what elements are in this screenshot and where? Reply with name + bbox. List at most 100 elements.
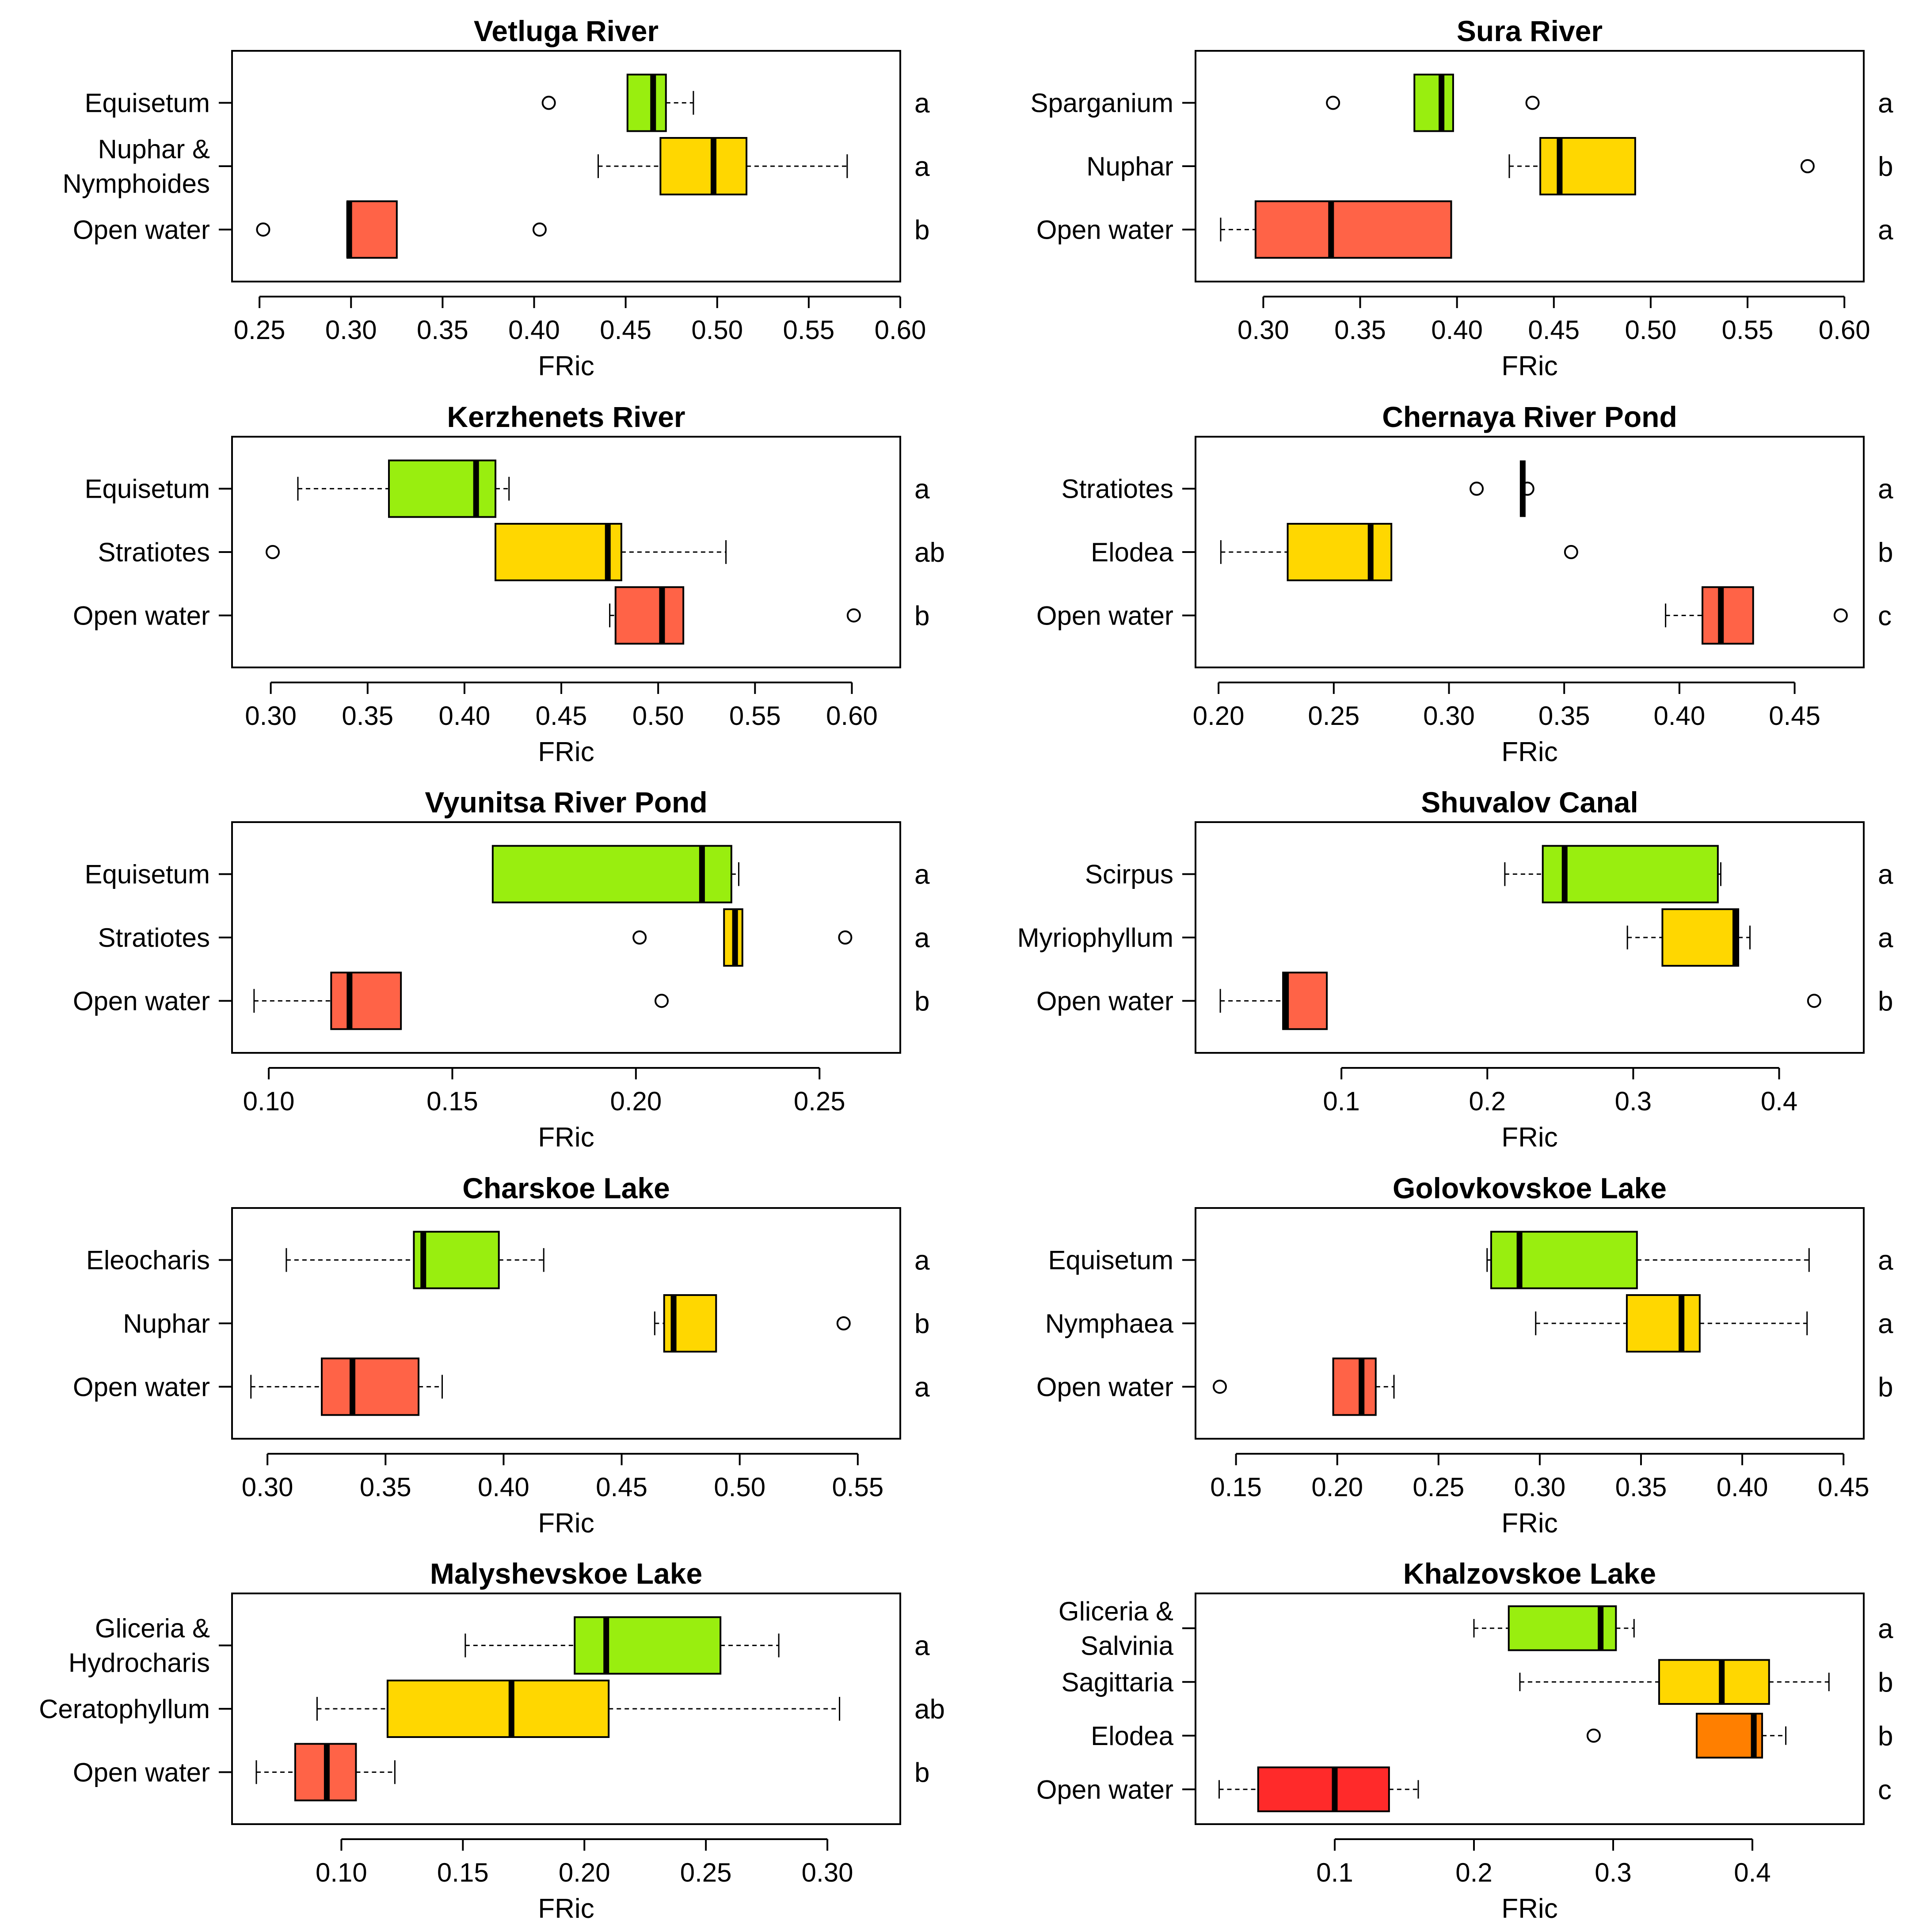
iqr-box: [614, 586, 685, 645]
box-elodea: Elodea b: [1091, 523, 1893, 581]
category-label: Stratiotes: [98, 923, 210, 953]
iqr-box: [491, 845, 732, 903]
significance-letter: a: [914, 474, 930, 505]
significance-letter: a: [1878, 860, 1893, 890]
significance-letter: a: [914, 1372, 930, 1402]
x-axis-title: FRic: [538, 1508, 594, 1539]
x-tick-label: 0.50: [1625, 315, 1677, 345]
x-tick-label: 0.55: [783, 315, 834, 345]
category-label: Nymphaea: [1045, 1309, 1174, 1338]
x-tick-label: 0.10: [243, 1086, 295, 1116]
box-elodea: Elodea b: [1091, 1713, 1893, 1759]
iqr-box: [1658, 1659, 1770, 1705]
x-tick-label: 0.40: [478, 1472, 529, 1502]
x-tick-label: 0.60: [1819, 315, 1870, 345]
category-label: Gliceria &: [1058, 1597, 1173, 1626]
category-label: Equisetum: [85, 474, 210, 504]
x-tick-label: 0.30: [242, 1472, 293, 1502]
x-tick-label: 0.2: [1469, 1086, 1506, 1116]
panel-charskoe-lake: Charskoe Lake 0.30 0.35 0.40 0.45 0.50 0.55 FRi…: [73, 1172, 930, 1539]
iqr-box: [346, 200, 398, 259]
outlier-point: [1586, 1728, 1601, 1743]
significance-letter: a: [914, 860, 930, 890]
category-label: Nuphar: [1086, 152, 1173, 181]
box-gliceria-and-hydrocharis: Gliceria & Hydrocharis a: [69, 1614, 930, 1678]
x-tick-label: 0.30: [245, 701, 297, 731]
iqr-box: [386, 1680, 610, 1738]
category-label: Open water: [73, 215, 210, 244]
x-tick-label: 0.45: [1769, 701, 1820, 731]
panel-malyshevskoe-lake: Malyshevskoe Lake 0.10 0.15 0.20 0.25 0.30 FRi…: [39, 1557, 945, 1924]
category-label: Salvinia: [1081, 1631, 1174, 1661]
category-label: Sparganium: [1030, 88, 1173, 118]
x-tick-label: 0.35: [1615, 1472, 1667, 1502]
outlier-point: [1800, 159, 1815, 173]
category-label: Equisetum: [85, 860, 210, 889]
x-tick-label: 0.40: [1654, 701, 1706, 731]
iqr-box: [1539, 137, 1636, 195]
iqr-box: [1661, 908, 1740, 967]
panel-title: Sura River: [1457, 15, 1603, 47]
x-tick-label: 0.45: [600, 315, 651, 345]
category-label: Elodea: [1091, 1721, 1173, 1751]
x-tick-label: 0.40: [508, 315, 560, 345]
panel-title: Vetluga River: [474, 15, 659, 47]
iqr-box: [659, 137, 748, 195]
x-tick-label: 0.30: [1423, 701, 1475, 731]
x-tick-label: 0.15: [437, 1858, 489, 1887]
x-tick-label: 0.55: [1722, 315, 1774, 345]
panel-title: Golovkovskoe Lake: [1393, 1172, 1667, 1204]
x-axis-title: FRic: [1501, 351, 1557, 381]
x-tick-label: 0.20: [610, 1086, 662, 1116]
x-tick-label: 0.25: [680, 1858, 732, 1887]
box-stratiotes: Stratiotes a: [1062, 460, 1893, 517]
significance-letter: ab: [914, 1694, 945, 1725]
outlier-point: [632, 930, 647, 945]
x-axis-title: FRic: [538, 737, 594, 767]
x-axis-title: FRic: [1501, 1122, 1557, 1153]
iqr-box: [1254, 200, 1452, 259]
x-tick-label: 0.60: [826, 701, 878, 731]
x-tick-label: 0.45: [596, 1472, 647, 1502]
significance-letter: b: [1878, 537, 1893, 568]
category-label: Stratiotes: [1062, 474, 1173, 504]
iqr-box: [413, 1231, 500, 1289]
plot-frame: [1195, 1593, 1865, 1825]
significance-letter: ab: [914, 537, 945, 568]
category-label: Equisetum: [85, 88, 210, 118]
x-tick-label: 0.4: [1734, 1858, 1771, 1887]
significance-letter: b: [1878, 1721, 1893, 1752]
x-tick-label: 0.20: [1311, 1472, 1363, 1502]
x-tick-label: 0.3: [1595, 1858, 1631, 1887]
category-label: Open water: [73, 1757, 210, 1787]
box-gliceria-and-salvinia: Gliceria & Salvinia a: [1058, 1597, 1893, 1661]
panel-sura-river: Sura River 0.30 0.35 0.40 0.45 0.50 0.55 0.60 FR…: [1030, 15, 1893, 381]
x-tick-label: 0.1: [1323, 1086, 1359, 1116]
box-sparganium: Sparganium a: [1030, 73, 1893, 132]
box-open-water: Open water c: [1036, 586, 1892, 645]
outlier-point: [655, 994, 669, 1008]
outlier-point: [836, 1316, 851, 1330]
outlier-point: [256, 222, 270, 237]
significance-letter: b: [914, 601, 929, 631]
box-stratiotes: Stratiotes a: [98, 908, 930, 967]
iqr-box: [1413, 73, 1454, 132]
iqr-box: [1282, 972, 1328, 1030]
box-open-water: Open water b: [73, 972, 929, 1030]
plot-frame: [231, 50, 901, 282]
significance-letter: a: [914, 152, 930, 182]
x-tick-label: 0.3: [1615, 1086, 1652, 1116]
x-tick-label: 0.50: [691, 315, 743, 345]
box-equisetum: Equisetum a: [1048, 1231, 1893, 1289]
category-label: Gliceria &: [95, 1614, 210, 1643]
category-label: Nuphar &: [98, 134, 210, 164]
x-tick-label: 0.40: [1717, 1472, 1768, 1502]
category-label: Open water: [1036, 1372, 1173, 1402]
category-label: Equisetum: [1048, 1246, 1173, 1275]
x-tick-label: 0.35: [417, 315, 468, 345]
outlier-point: [838, 930, 853, 945]
box-open-water: Open water b: [73, 200, 929, 259]
outlier-point: [1525, 95, 1540, 110]
